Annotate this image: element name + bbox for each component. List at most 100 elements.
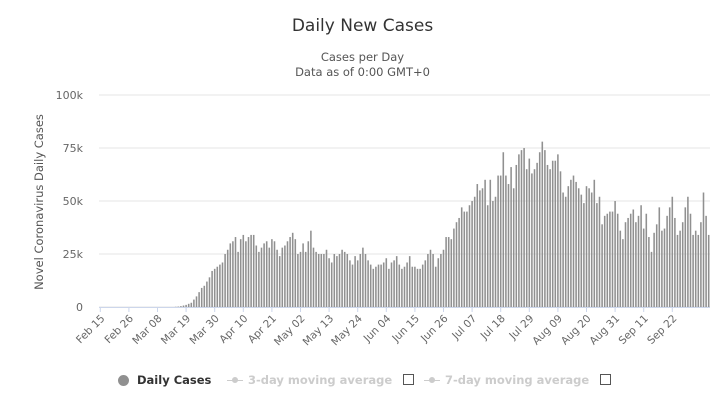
bar[interactable] <box>338 254 341 307</box>
bar[interactable] <box>195 296 198 307</box>
bar[interactable] <box>234 237 237 307</box>
bar[interactable] <box>393 260 395 307</box>
bar[interactable] <box>432 254 434 307</box>
bar[interactable] <box>460 207 463 307</box>
bar[interactable] <box>557 154 559 307</box>
bar[interactable] <box>596 203 598 307</box>
bar[interactable] <box>372 268 375 307</box>
bar[interactable] <box>512 188 515 307</box>
bar[interactable] <box>697 234 700 307</box>
bar[interactable] <box>284 245 286 307</box>
bar[interactable] <box>291 232 294 307</box>
bar[interactable] <box>447 237 450 307</box>
bar[interactable] <box>538 152 541 307</box>
bar[interactable] <box>614 201 616 307</box>
bar[interactable] <box>466 211 468 307</box>
bar[interactable] <box>206 281 208 307</box>
legend-item-3-day-average[interactable]: 3-day moving average <box>227 370 392 390</box>
bar[interactable] <box>263 243 265 307</box>
3-day-average-checkbox[interactable] <box>403 374 414 385</box>
bar[interactable] <box>213 268 216 307</box>
bar[interactable] <box>559 171 562 307</box>
bar[interactable] <box>606 213 609 307</box>
bar[interactable] <box>330 262 333 307</box>
bar[interactable] <box>224 254 226 307</box>
bar[interactable] <box>505 175 507 307</box>
bar[interactable] <box>276 249 278 307</box>
bar[interactable] <box>619 230 622 307</box>
bar[interactable] <box>239 239 242 307</box>
bar[interactable] <box>252 234 255 307</box>
bar[interactable] <box>367 260 369 307</box>
bar[interactable] <box>388 268 390 307</box>
bar[interactable] <box>575 181 577 307</box>
bar[interactable] <box>567 186 570 307</box>
bar[interactable] <box>632 209 635 307</box>
bar[interactable] <box>681 222 684 307</box>
bar[interactable] <box>245 241 247 307</box>
bar[interactable] <box>325 249 328 307</box>
bar[interactable] <box>255 245 258 307</box>
bar[interactable] <box>663 228 666 307</box>
bar[interactable] <box>637 215 640 307</box>
bar[interactable] <box>346 254 349 307</box>
bar[interactable] <box>572 175 575 307</box>
bar[interactable] <box>369 264 372 307</box>
bar[interactable] <box>315 251 317 307</box>
bar[interactable] <box>232 241 234 307</box>
bar[interactable] <box>336 256 338 307</box>
bar[interactable] <box>627 217 629 307</box>
bar[interactable] <box>401 268 403 307</box>
7-day-average-checkbox[interactable] <box>600 374 611 385</box>
bar[interactable] <box>416 268 419 307</box>
bar[interactable] <box>211 270 213 307</box>
bar[interactable] <box>609 211 611 307</box>
bar[interactable] <box>515 164 518 307</box>
bar[interactable] <box>492 201 494 307</box>
bar[interactable] <box>362 247 364 307</box>
bar[interactable] <box>588 188 590 307</box>
bar[interactable] <box>479 190 481 307</box>
legend-item-daily-cases[interactable]: Daily Cases <box>118 370 211 390</box>
bar[interactable] <box>622 239 624 307</box>
bar[interactable] <box>434 266 437 307</box>
bar[interactable] <box>403 266 406 307</box>
bar[interactable] <box>650 251 653 307</box>
bar[interactable] <box>390 262 393 307</box>
bar[interactable] <box>580 194 583 307</box>
bar[interactable] <box>702 192 705 307</box>
bar[interactable] <box>312 247 315 307</box>
bar[interactable] <box>668 207 671 307</box>
bar[interactable] <box>421 264 424 307</box>
bar[interactable] <box>453 228 455 307</box>
bar[interactable] <box>375 266 377 307</box>
bar[interactable] <box>190 302 193 307</box>
bar[interactable] <box>463 211 466 307</box>
bar[interactable] <box>544 150 546 307</box>
bar[interactable] <box>603 215 606 307</box>
legend-item-7-day-average[interactable]: 7-day moving average <box>424 370 589 390</box>
bar[interactable] <box>307 241 310 307</box>
bar[interactable] <box>242 234 245 307</box>
bar[interactable] <box>395 256 398 307</box>
bar[interactable] <box>629 213 632 307</box>
bar[interactable] <box>349 260 351 307</box>
bar[interactable] <box>666 215 668 307</box>
bar[interactable] <box>611 211 614 307</box>
bar[interactable] <box>533 169 536 307</box>
bar[interactable] <box>700 222 702 307</box>
bar[interactable] <box>187 303 190 307</box>
bar[interactable] <box>518 154 520 307</box>
bar[interactable] <box>182 305 185 307</box>
bar[interactable] <box>323 254 325 307</box>
bar[interactable] <box>247 237 250 307</box>
bar[interactable] <box>590 192 593 307</box>
bar[interactable] <box>294 239 297 307</box>
bar[interactable] <box>351 264 354 307</box>
bar[interactable] <box>304 251 307 307</box>
bar[interactable] <box>203 285 206 307</box>
bar[interactable] <box>455 222 458 307</box>
bar[interactable] <box>229 243 232 307</box>
bar[interactable] <box>583 203 585 307</box>
bar[interactable] <box>385 258 388 307</box>
